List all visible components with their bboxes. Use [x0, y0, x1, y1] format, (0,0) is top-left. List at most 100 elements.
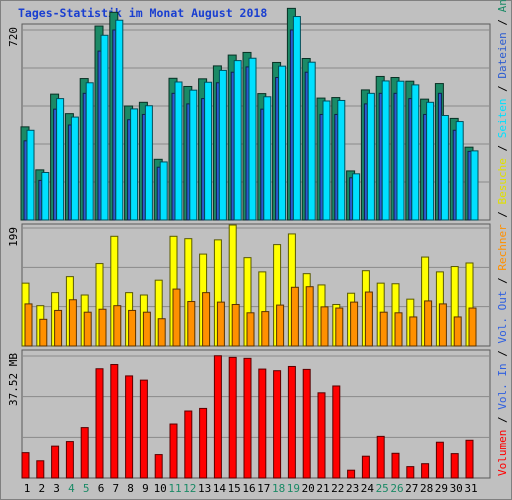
- x-tick-label-day-4: 4: [68, 482, 75, 495]
- bar-rechner-day-16: [246, 312, 255, 347]
- bar-rechner-day-3: [54, 309, 63, 347]
- bar-rechner-day-23: [350, 301, 359, 347]
- bar-dateien-day-28: [426, 101, 435, 221]
- x-tick-label-day-22: 22: [331, 482, 344, 495]
- bar-rechner-day-17: [261, 311, 270, 347]
- legend-entry: Seiten: [496, 98, 509, 138]
- x-tick-label-day-19: 19: [287, 482, 300, 495]
- bar-dateien-day-13: [204, 81, 213, 221]
- panel-visits: 199: [7, 223, 491, 347]
- x-tick-label-day-28: 28: [420, 482, 433, 495]
- bar-dateien-day-8: [130, 108, 139, 221]
- panel-requests: 720: [7, 7, 491, 221]
- bar-volumen-day-26: [391, 452, 400, 479]
- bar-volumen-day-18: [273, 370, 282, 479]
- panel-volume: 37.52 MB: [7, 349, 491, 479]
- bar-dateien-day-17: [263, 96, 272, 221]
- bar-volumen-day-22: [332, 385, 341, 479]
- bar-dateien-day-10: [159, 161, 168, 221]
- x-tick-label-day-26: 26: [390, 482, 403, 495]
- x-tick-label-day-21: 21: [316, 482, 329, 495]
- bar-rechner-day-26: [394, 312, 403, 347]
- x-tick-label-day-5: 5: [83, 482, 90, 495]
- x-tick-label-day-6: 6: [98, 482, 105, 495]
- chart-panels: 720 199 37.52 MB: [7, 7, 491, 479]
- bar-rechner-day-13: [202, 292, 211, 347]
- bar-dateien-day-25: [381, 80, 390, 221]
- x-tick-label-day-11: 11: [168, 482, 181, 495]
- bar-rechner-day-21: [320, 306, 329, 347]
- panel-max-label: 720: [7, 27, 20, 47]
- bar-volumen-day-23: [347, 469, 356, 479]
- x-tick-label-day-25: 25: [376, 482, 389, 495]
- legend-entry: Dateien: [496, 32, 509, 78]
- x-tick-label-day-20: 20: [302, 482, 315, 495]
- bar-volumen-day-10: [154, 454, 163, 479]
- bar-rechner-day-30: [453, 316, 462, 347]
- x-tick-label-day-15: 15: [228, 482, 241, 495]
- bar-dateien-day-21: [322, 100, 331, 221]
- x-tick-label-day-30: 30: [450, 482, 463, 495]
- bar-volumen-day-6: [95, 368, 104, 479]
- bar-rechner-day-11: [172, 288, 181, 347]
- x-tick-label-day-1: 1: [24, 482, 31, 495]
- bar-dateien-day-16: [248, 57, 257, 221]
- bar-rechner-day-31: [468, 307, 477, 347]
- bar-rechner-day-2: [39, 318, 48, 347]
- x-tick-label-day-7: 7: [112, 482, 119, 495]
- bar-dateien-day-6: [100, 34, 109, 221]
- bar-rechner-day-9: [142, 311, 151, 347]
- legend-entry: /: [496, 12, 509, 32]
- bar-rechner-day-29: [438, 303, 447, 347]
- bar-volumen-day-3: [51, 445, 60, 479]
- panel-max-label: 199: [7, 227, 20, 247]
- chart-title: Tages-Statistik im Monat August 2018: [18, 6, 267, 20]
- bar-volumen-day-16: [243, 357, 252, 479]
- x-tick-label-day-3: 3: [53, 482, 60, 495]
- bar-dateien-day-23: [352, 173, 361, 221]
- bar-dateien-day-31: [470, 150, 479, 221]
- legend-entry: /: [496, 410, 509, 430]
- legend-entry: Besuche: [496, 158, 509, 204]
- bar-dateien-day-19: [292, 16, 301, 221]
- bar-rechner-day-14: [216, 301, 225, 347]
- bar-volumen-day-19: [287, 365, 296, 479]
- bar-volumen-day-8: [125, 375, 134, 479]
- x-tick-label-day-10: 10: [154, 482, 167, 495]
- bar-rechner-day-8: [128, 309, 137, 347]
- bar-volumen-day-24: [361, 455, 370, 479]
- bar-dateien-day-4: [70, 116, 79, 221]
- x-tick-label-day-13: 13: [198, 482, 211, 495]
- legend-entry: Volumen: [496, 430, 509, 476]
- bar-volumen-day-21: [317, 392, 326, 479]
- bar-volumen-day-31: [465, 439, 474, 479]
- right-legend: Volumen / Vol. In / Vol. Out / Rechner /…: [496, 0, 509, 476]
- bar-volumen-day-5: [80, 427, 89, 479]
- bar-volumen-day-2: [36, 460, 45, 479]
- bar-volumen-day-17: [258, 368, 267, 479]
- bar-dateien-day-18: [278, 65, 287, 221]
- bar-dateien-day-9: [144, 105, 153, 221]
- bar-rechner-day-20: [305, 286, 314, 347]
- bar-dateien-day-3: [56, 98, 65, 221]
- bar-rechner-day-6: [98, 308, 107, 347]
- bar-volumen-day-14: [213, 355, 222, 479]
- bar-volumen-day-9: [139, 379, 148, 479]
- bar-volumen-day-20: [302, 368, 311, 479]
- x-tick-label-day-14: 14: [213, 482, 227, 495]
- bar-dateien-day-27: [411, 84, 420, 221]
- legend-entry: /: [496, 79, 509, 99]
- bar-rechner-day-18: [276, 304, 285, 347]
- bar-volumen-day-15: [228, 356, 237, 479]
- bar-dateien-day-5: [85, 82, 94, 221]
- legend-entry: Anfragen: [496, 0, 509, 12]
- x-tick-label-day-8: 8: [127, 482, 134, 495]
- bar-volumen-day-11: [169, 423, 178, 479]
- bar-volumen-day-29: [435, 441, 444, 479]
- legend-entry: /: [496, 271, 509, 291]
- x-tick-label-day-2: 2: [38, 482, 45, 495]
- legend-entry: Rechner: [496, 224, 509, 271]
- bar-rechner-day-28: [424, 300, 433, 347]
- bar-rechner-day-19: [290, 286, 299, 347]
